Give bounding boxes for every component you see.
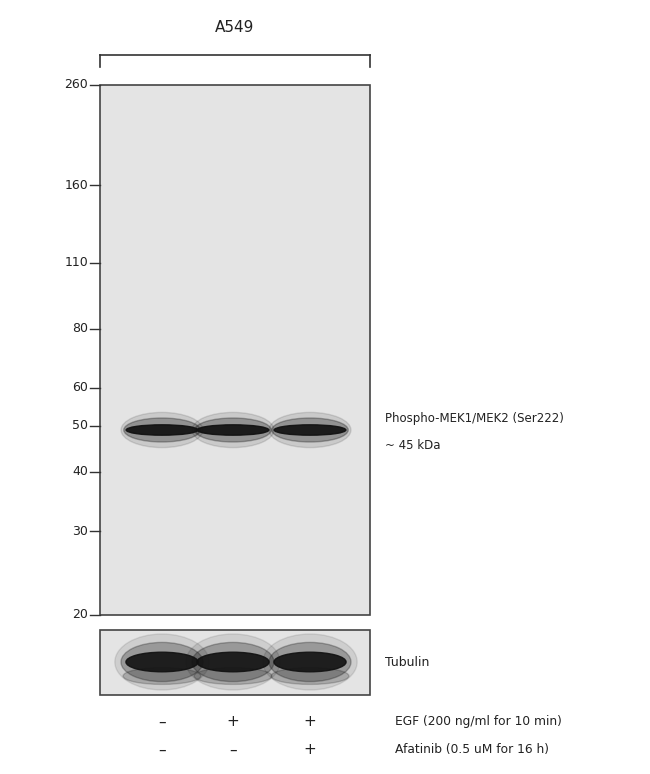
Text: ~ 45 kDa: ~ 45 kDa bbox=[385, 439, 441, 452]
Ellipse shape bbox=[271, 668, 349, 684]
Text: 80: 80 bbox=[72, 322, 88, 335]
Text: +: + bbox=[304, 714, 317, 730]
Text: 50: 50 bbox=[72, 420, 88, 432]
Ellipse shape bbox=[274, 652, 346, 672]
Ellipse shape bbox=[121, 413, 203, 447]
Text: +: + bbox=[304, 742, 317, 758]
Ellipse shape bbox=[192, 642, 274, 682]
Text: Phospho-MEK1/MEK2 (Ser222): Phospho-MEK1/MEK2 (Ser222) bbox=[385, 412, 564, 425]
Text: 20: 20 bbox=[72, 608, 88, 622]
Ellipse shape bbox=[274, 425, 346, 435]
Text: 260: 260 bbox=[64, 78, 88, 91]
Ellipse shape bbox=[195, 418, 271, 442]
Text: 40: 40 bbox=[72, 465, 88, 478]
Bar bbox=[100, 85, 370, 615]
Ellipse shape bbox=[192, 413, 274, 447]
Text: 60: 60 bbox=[72, 382, 88, 395]
Text: +: + bbox=[227, 714, 239, 730]
Ellipse shape bbox=[124, 418, 200, 442]
Text: 110: 110 bbox=[64, 256, 88, 269]
Text: 160: 160 bbox=[64, 179, 88, 192]
Bar bbox=[100, 630, 370, 695]
Text: A549: A549 bbox=[215, 20, 255, 36]
Ellipse shape bbox=[269, 413, 351, 447]
Ellipse shape bbox=[126, 425, 198, 435]
Text: EGF (200 ng/ml for 10 min): EGF (200 ng/ml for 10 min) bbox=[395, 715, 562, 728]
Ellipse shape bbox=[123, 668, 201, 684]
Ellipse shape bbox=[197, 652, 269, 672]
Text: –: – bbox=[158, 714, 166, 730]
Ellipse shape bbox=[126, 652, 198, 672]
Ellipse shape bbox=[121, 642, 203, 682]
Text: Tubulin: Tubulin bbox=[385, 656, 430, 669]
Ellipse shape bbox=[186, 634, 280, 690]
Text: –: – bbox=[158, 742, 166, 758]
Text: Afatinib (0.5 uM for 16 h): Afatinib (0.5 uM for 16 h) bbox=[395, 744, 549, 756]
Ellipse shape bbox=[269, 642, 351, 682]
Text: –: – bbox=[229, 742, 237, 758]
Ellipse shape bbox=[197, 425, 269, 435]
Text: 30: 30 bbox=[72, 525, 88, 538]
Ellipse shape bbox=[272, 418, 348, 442]
Ellipse shape bbox=[263, 634, 357, 690]
Ellipse shape bbox=[115, 634, 209, 690]
Ellipse shape bbox=[194, 668, 272, 684]
